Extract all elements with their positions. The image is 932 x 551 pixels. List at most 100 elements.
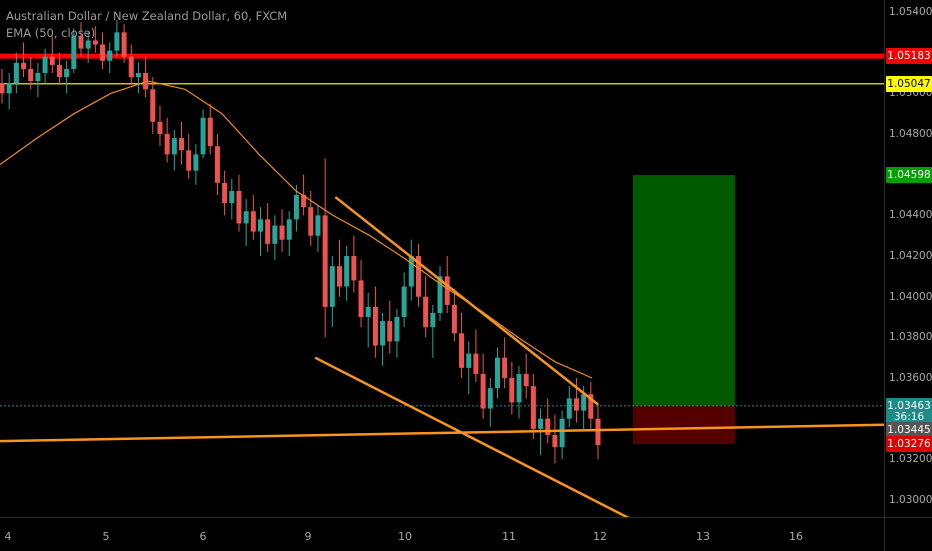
candle-body bbox=[344, 256, 350, 287]
price-tick-label: 1.05400 bbox=[889, 6, 932, 18]
candle-body bbox=[308, 207, 314, 236]
candle-body bbox=[121, 32, 127, 57]
candle-body bbox=[157, 121, 163, 135]
candle-body bbox=[193, 154, 199, 171]
price-tag: 1.05047 bbox=[886, 75, 932, 92]
candle-body bbox=[28, 68, 34, 82]
candle-body bbox=[78, 36, 84, 49]
candle-body bbox=[559, 418, 565, 448]
price-tag: 1.03276 bbox=[886, 435, 932, 452]
ema-indicator-label[interactable]: EMA (50, close) bbox=[6, 26, 96, 40]
price-tag: 1.04598 bbox=[886, 167, 932, 184]
price-axis[interactable]: 1.054001.052001.050001.048001.046001.044… bbox=[884, 0, 932, 517]
candle-body bbox=[85, 40, 91, 49]
candle-body bbox=[179, 138, 185, 151]
candle-body bbox=[100, 44, 106, 61]
candle-body bbox=[394, 317, 400, 342]
candle-body bbox=[459, 333, 465, 368]
time-tick-label: 4 bbox=[4, 530, 12, 543]
candle-body bbox=[236, 190, 242, 224]
candle-body bbox=[351, 256, 357, 281]
time-tick-label: 12 bbox=[593, 530, 607, 543]
candle-body bbox=[480, 373, 486, 409]
candle-body bbox=[0, 83, 5, 94]
candle-body bbox=[494, 357, 500, 389]
price-tag: 1.03445 bbox=[886, 421, 932, 438]
price-tag: 36:16 bbox=[886, 408, 932, 425]
candle-body bbox=[466, 353, 472, 368]
candle-body bbox=[42, 56, 48, 74]
candle-body bbox=[336, 266, 342, 287]
price-tick-label: 1.03600 bbox=[889, 372, 932, 385]
candle-body bbox=[279, 225, 285, 240]
price-tick-label: 1.03200 bbox=[889, 453, 932, 466]
price-tick-label: 1.04800 bbox=[889, 128, 932, 140]
candle-body bbox=[49, 56, 55, 65]
candle-body bbox=[552, 434, 558, 448]
candle-body bbox=[258, 219, 264, 232]
candle-body bbox=[293, 195, 299, 220]
axis-corner bbox=[884, 517, 932, 551]
trendline-channel-lower bbox=[314, 356, 630, 517]
price-tick-label: 1.04200 bbox=[889, 250, 932, 263]
candle-body bbox=[114, 32, 120, 51]
candle-body bbox=[21, 62, 27, 69]
time-tick-label: 13 bbox=[696, 530, 710, 543]
candle-body bbox=[530, 386, 536, 429]
candle-body bbox=[401, 286, 407, 318]
price-tick-label: 1.03800 bbox=[889, 331, 932, 344]
candle-body bbox=[437, 276, 443, 313]
candle-body bbox=[71, 36, 77, 69]
time-tick-label: 16 bbox=[789, 530, 803, 543]
candle-body bbox=[6, 83, 12, 94]
candle-body bbox=[523, 373, 529, 387]
time-axis[interactable]: 4 5 6 9 10 11 12 13 16 bbox=[0, 517, 884, 551]
candle-body bbox=[487, 388, 493, 409]
candle-body bbox=[387, 321, 393, 342]
candle-body bbox=[214, 146, 220, 183]
price-chart[interactable] bbox=[0, 0, 884, 517]
time-tick-label: 11 bbox=[502, 530, 516, 543]
candle-body bbox=[13, 62, 19, 84]
chart-legend: Australian Dollar / New Zealand Dollar, … bbox=[6, 8, 287, 42]
candle-body bbox=[171, 138, 177, 155]
candle-body bbox=[380, 321, 386, 346]
candle-body bbox=[56, 64, 62, 78]
candle-body bbox=[509, 378, 515, 403]
price-tick-label: 1.04400 bbox=[889, 209, 932, 222]
candle-body bbox=[322, 215, 328, 307]
candle-body bbox=[408, 256, 414, 287]
candle-body bbox=[365, 306, 371, 318]
candle-body bbox=[229, 190, 235, 204]
candle-body bbox=[372, 306, 378, 346]
candle-body bbox=[444, 276, 450, 305]
candle-body bbox=[64, 68, 70, 78]
candle-body bbox=[566, 398, 572, 419]
candle-body bbox=[107, 50, 113, 61]
ema-line bbox=[0, 80, 593, 379]
candle-body bbox=[286, 219, 292, 240]
candle-body bbox=[272, 225, 278, 244]
candle-body bbox=[423, 296, 429, 328]
candle-body bbox=[143, 73, 149, 90]
candle-body bbox=[473, 353, 479, 374]
candle-body bbox=[35, 73, 41, 82]
trendline-channel-upper bbox=[334, 196, 599, 406]
candle-body bbox=[430, 312, 436, 328]
candle-body bbox=[595, 418, 601, 446]
candle-body bbox=[135, 73, 141, 78]
candle-body bbox=[200, 117, 206, 155]
price-tick-label: 1.03000 bbox=[889, 494, 932, 507]
candle-body bbox=[516, 373, 522, 403]
candle-body bbox=[301, 195, 307, 208]
candle-body bbox=[502, 357, 508, 379]
symbol-title[interactable]: Australian Dollar / New Zealand Dollar, … bbox=[6, 9, 288, 23]
candle-body bbox=[92, 40, 98, 45]
candle-body bbox=[415, 256, 421, 297]
candle-body bbox=[164, 134, 170, 155]
trendline-horizontal-support bbox=[0, 423, 884, 443]
candle-body bbox=[150, 89, 156, 122]
candle-body bbox=[573, 398, 579, 411]
price-tag: 1.05183 bbox=[886, 48, 932, 65]
